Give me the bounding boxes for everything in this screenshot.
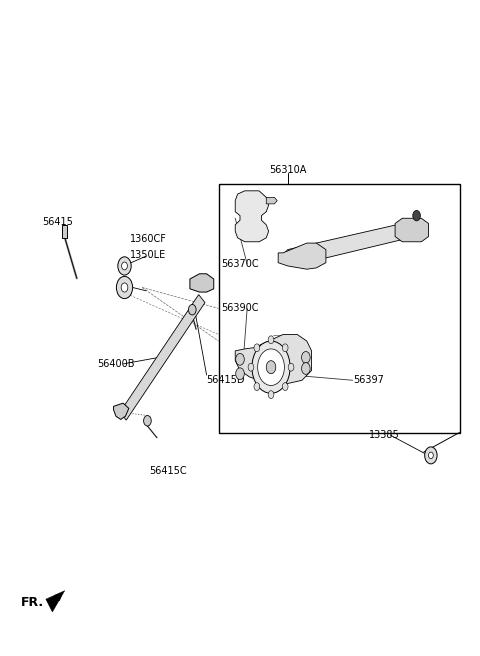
Circle shape bbox=[282, 382, 288, 390]
Circle shape bbox=[425, 447, 437, 464]
Polygon shape bbox=[46, 590, 65, 612]
Circle shape bbox=[288, 363, 294, 371]
Text: 56370C: 56370C bbox=[221, 259, 259, 269]
Circle shape bbox=[236, 354, 244, 365]
Bar bbox=[218, 184, 459, 432]
Text: 56400B: 56400B bbox=[97, 359, 134, 369]
Text: FR.: FR. bbox=[21, 596, 44, 609]
Text: 1360CF: 1360CF bbox=[130, 234, 167, 244]
Circle shape bbox=[254, 344, 260, 352]
Circle shape bbox=[116, 276, 132, 298]
Polygon shape bbox=[278, 243, 326, 269]
Polygon shape bbox=[283, 220, 421, 266]
Circle shape bbox=[252, 341, 290, 394]
Text: 56415: 56415 bbox=[42, 216, 73, 226]
Circle shape bbox=[236, 368, 244, 380]
Circle shape bbox=[248, 363, 254, 371]
Polygon shape bbox=[266, 197, 277, 204]
Text: 56415C: 56415C bbox=[149, 466, 187, 476]
Polygon shape bbox=[235, 335, 312, 384]
Circle shape bbox=[301, 352, 310, 363]
Circle shape bbox=[121, 283, 128, 292]
FancyBboxPatch shape bbox=[62, 225, 67, 238]
Polygon shape bbox=[114, 403, 129, 419]
Circle shape bbox=[258, 349, 284, 386]
Circle shape bbox=[282, 344, 288, 352]
Text: 56310A: 56310A bbox=[269, 165, 306, 175]
Text: 56397: 56397 bbox=[354, 375, 384, 385]
Circle shape bbox=[189, 304, 196, 315]
Circle shape bbox=[268, 391, 274, 399]
Circle shape bbox=[266, 361, 276, 374]
Polygon shape bbox=[235, 191, 269, 242]
Polygon shape bbox=[190, 274, 214, 292]
Text: 13385: 13385 bbox=[369, 430, 399, 440]
Circle shape bbox=[301, 363, 310, 375]
Circle shape bbox=[268, 336, 274, 344]
Circle shape bbox=[118, 256, 131, 275]
Circle shape bbox=[144, 415, 151, 426]
Polygon shape bbox=[120, 295, 205, 420]
Text: 56390C: 56390C bbox=[221, 304, 258, 314]
Circle shape bbox=[413, 211, 420, 221]
Circle shape bbox=[429, 452, 433, 459]
Circle shape bbox=[254, 382, 260, 390]
Text: 56415D: 56415D bbox=[206, 375, 245, 385]
Text: 1350LE: 1350LE bbox=[130, 250, 167, 260]
Circle shape bbox=[121, 262, 127, 270]
Polygon shape bbox=[395, 218, 429, 242]
